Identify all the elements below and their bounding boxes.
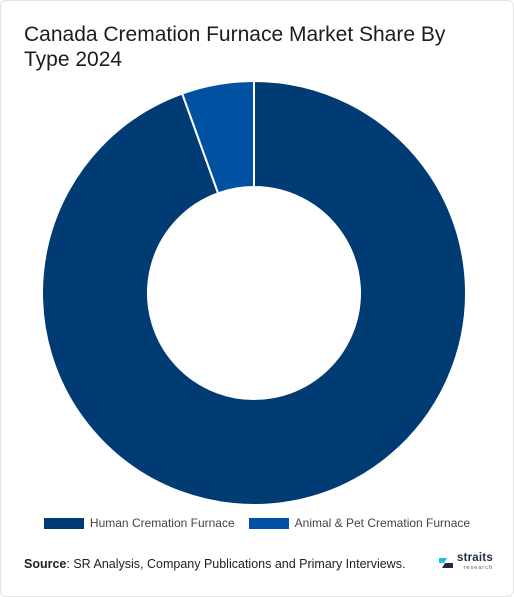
- legend-swatch-animal-pet: [248, 517, 289, 529]
- source-text: : SR Analysis, Company Publications and …: [66, 557, 406, 571]
- legend-item-animal-pet[interactable]: Animal & Pet Cremation Furnace: [248, 516, 471, 530]
- source-note: Source: SR Analysis, Company Publication…: [24, 557, 405, 571]
- chart-title: Canada Cremation Furnace Market Share By…: [24, 23, 446, 71]
- source-label: Source: [24, 557, 67, 571]
- straits-logo-icon: [439, 558, 453, 568]
- slice-animal-pet-cremation-furnace[interactable]: [180, 79, 255, 195]
- chart-legend: Human Cremation Furnace Animal & Pet Cre…: [0, 516, 514, 530]
- donut-chart: [41, 79, 467, 506]
- straits-logo: straits research: [438, 552, 493, 573]
- legend-label-animal-pet: Animal & Pet Cremation Furnace: [294, 516, 471, 530]
- logo-subtext: research: [463, 565, 493, 571]
- legend-item-human[interactable]: Human Cremation Furnace: [43, 516, 235, 530]
- legend-swatch-human: [43, 517, 84, 529]
- logo-wordmark: straits: [457, 552, 493, 564]
- slice-human-cremation-furnace[interactable]: [41, 79, 467, 506]
- legend-label-human: Human Cremation Furnace: [89, 516, 235, 530]
